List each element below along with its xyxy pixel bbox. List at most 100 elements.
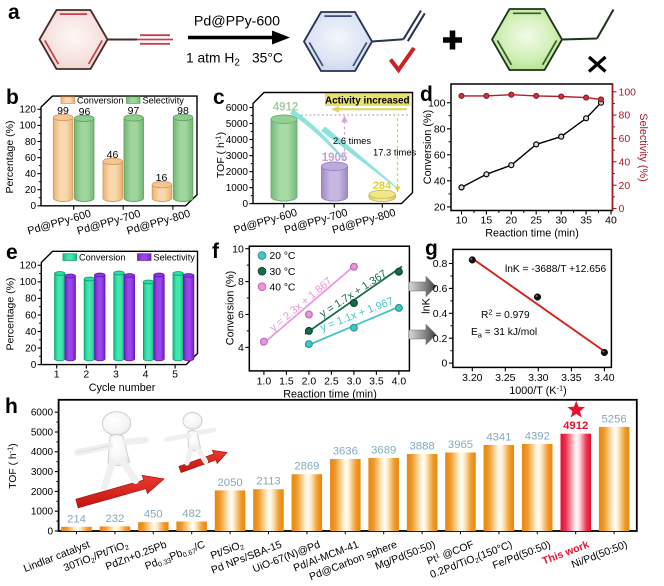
svg-text:96: 96 [79,106,91,118]
svg-text:Conversion (%): Conversion (%) [422,110,434,184]
svg-text:Percentage (%): Percentage (%) [5,278,17,351]
svg-text:4000: 4000 [31,447,54,458]
svg-text:25: 25 [530,215,542,227]
svg-text:TOF ( h-1): TOF ( h-1) [214,132,228,178]
svg-text:2: 2 [83,369,89,381]
svg-text:3.0: 3.0 [347,375,362,387]
svg-text:214: 214 [67,513,86,525]
svg-text:3.5: 3.5 [369,375,384,387]
svg-text:40: 40 [434,175,446,187]
svg-text:100: 100 [428,97,446,109]
svg-text:Selectivity: Selectivity [154,253,196,263]
svg-text:4392: 4392 [525,431,550,443]
svg-text:3.40: 3.40 [594,372,615,384]
svg-text:16: 16 [156,172,168,184]
svg-text:d: d [420,83,433,106]
svg-text:Conversion (%): Conversion (%) [225,271,237,345]
svg-text:20: 20 [434,202,446,214]
svg-text:0: 0 [619,203,625,215]
svg-text:6: 6 [238,309,244,321]
svg-text:1905: 1905 [322,152,348,164]
svg-text:20 °C: 20 °C [270,251,296,262]
svg-text:Reaction time (min): Reaction time (min) [283,389,377,401]
svg-text:40: 40 [619,156,631,168]
svg-text:20: 20 [25,343,37,354]
svg-text:60: 60 [25,153,37,164]
svg-text:60: 60 [434,149,446,161]
svg-text:60: 60 [25,310,37,321]
svg-text:100: 100 [619,86,637,98]
svg-text:0.2: 0.2 [433,333,448,345]
svg-text:g: g [425,237,438,260]
svg-text:1000: 1000 [31,507,54,518]
svg-text:2869: 2869 [294,461,319,473]
svg-text:3.35: 3.35 [561,372,582,384]
svg-text:3888: 3888 [410,441,435,453]
svg-text:6000: 6000 [226,103,249,114]
svg-text:Cycle number: Cycle number [89,382,156,394]
svg-text:0.8: 0.8 [433,258,448,270]
svg-text:Ea = 31 kJ/mol: Ea = 31 kJ/mol [471,327,537,340]
svg-text:0: 0 [30,201,36,212]
svg-text:lnK: lnK [421,297,433,313]
svg-text:80: 80 [25,137,37,148]
svg-text:Reaction time (min): Reaction time (min) [485,228,579,240]
svg-text:0.6: 0.6 [433,283,448,295]
svg-text:99: 99 [57,105,69,117]
svg-text:40: 40 [25,169,37,180]
svg-text:3965: 3965 [448,439,473,451]
svg-text:Activity increased: Activity increased [325,95,410,106]
svg-text:284: 284 [373,180,392,192]
svg-text:8: 8 [238,276,244,288]
svg-text:3: 3 [113,369,119,381]
svg-text:f: f [212,240,220,263]
svg-text:2000: 2000 [226,167,249,178]
svg-text:h: h [5,395,18,418]
svg-text:1: 1 [54,369,60,381]
svg-text:4.0: 4.0 [392,375,407,387]
svg-text:60: 60 [619,133,631,145]
svg-text:450: 450 [144,509,163,521]
svg-text:2113: 2113 [256,476,280,488]
svg-text:1 atm H2: 1 atm H2 [186,51,240,69]
svg-text:40 °C: 40 °C [270,282,296,293]
svg-text:1.0: 1.0 [257,375,272,387]
svg-text:a: a [8,1,20,24]
svg-text:80: 80 [434,123,446,135]
svg-text:40: 40 [25,327,37,338]
svg-text:lnK = -3688/T +12.656: lnK = -3688/T +12.656 [505,264,607,275]
svg-text:3000: 3000 [226,151,249,162]
svg-text:2.6 times: 2.6 times [333,135,371,146]
svg-text:0: 0 [31,360,37,371]
svg-text:Selectivity: Selectivity [143,96,185,106]
svg-text:4912: 4912 [273,102,299,114]
svg-text:3689: 3689 [371,445,396,457]
svg-text:4: 4 [143,369,149,381]
svg-text:98: 98 [177,105,189,117]
svg-text:40: 40 [605,215,617,227]
svg-text:482: 482 [182,508,201,520]
svg-text:Percentage (%): Percentage (%) [4,121,16,194]
svg-text:80: 80 [619,110,631,122]
svg-text:TOF ( h-1): TOF ( h-1) [6,443,20,488]
svg-text:c: c [213,86,225,109]
svg-text:5: 5 [172,369,178,381]
svg-text:20: 20 [25,185,37,196]
svg-text:35: 35 [580,215,592,227]
svg-text:46: 46 [107,149,119,161]
svg-text:3.30: 3.30 [528,372,549,384]
svg-text:232: 232 [105,513,124,525]
svg-text:1000: 1000 [226,183,249,194]
svg-text:120: 120 [20,261,37,272]
svg-text:R2 = 0.979: R2 = 0.979 [481,308,530,322]
svg-text:5256: 5256 [602,413,627,425]
svg-text:3.25: 3.25 [495,372,516,384]
svg-text:b: b [6,86,19,109]
svg-text:e: e [6,241,18,264]
svg-text:120: 120 [19,105,36,116]
svg-text:Conversion: Conversion [77,96,123,106]
svg-text:10: 10 [232,243,244,255]
svg-text:0: 0 [242,199,248,210]
svg-text:0.4: 0.4 [433,308,448,320]
svg-text:100: 100 [19,121,36,132]
